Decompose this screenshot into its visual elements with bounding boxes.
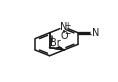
Text: N: N bbox=[92, 28, 99, 38]
Text: −: − bbox=[64, 30, 71, 39]
Circle shape bbox=[91, 31, 96, 34]
Circle shape bbox=[61, 33, 66, 37]
Circle shape bbox=[61, 25, 67, 29]
Circle shape bbox=[52, 42, 59, 46]
Text: Br: Br bbox=[50, 38, 60, 48]
Text: N: N bbox=[60, 22, 67, 32]
Text: O: O bbox=[60, 31, 68, 41]
Text: +: + bbox=[64, 21, 71, 30]
